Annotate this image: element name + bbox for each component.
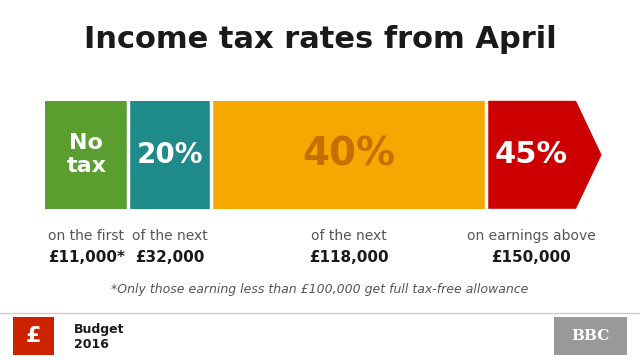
Text: *Only those earning less than £100,000 get full tax-free allowance: *Only those earning less than £100,000 g…	[111, 283, 529, 296]
Text: £118,000: £118,000	[309, 250, 388, 265]
Text: No
tax: No tax	[67, 133, 106, 176]
Text: of the next: of the next	[132, 229, 207, 243]
Bar	[211, 101, 486, 209]
Text: Income tax rates from April: Income tax rates from April	[84, 25, 556, 54]
Bar	[128, 101, 211, 209]
Text: on earnings above: on earnings above	[467, 229, 596, 243]
Bar	[45, 101, 128, 209]
Text: of the next: of the next	[311, 229, 387, 243]
Text: Budget
2016: Budget 2016	[74, 323, 124, 351]
Text: £11,000*: £11,000*	[48, 250, 125, 265]
Text: on the first: on the first	[49, 229, 124, 243]
Text: £150,000: £150,000	[492, 250, 571, 265]
Text: 45%: 45%	[495, 140, 568, 169]
Text: 40%: 40%	[302, 136, 396, 174]
Polygon shape	[486, 101, 602, 209]
Text: 20%: 20%	[136, 141, 203, 169]
Text: £32,000: £32,000	[135, 250, 204, 265]
